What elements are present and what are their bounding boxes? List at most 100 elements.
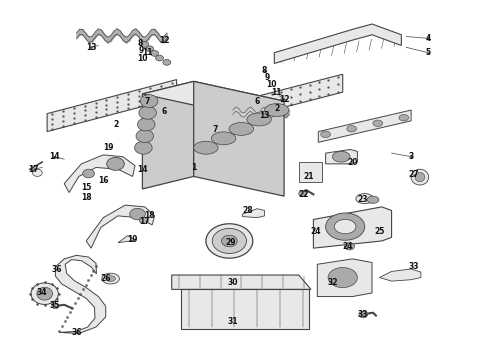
Polygon shape <box>47 80 176 132</box>
Ellipse shape <box>106 276 116 282</box>
Polygon shape <box>172 275 311 289</box>
Text: 7: 7 <box>145 96 150 105</box>
Text: 36: 36 <box>51 265 62 274</box>
Text: 15: 15 <box>81 183 92 192</box>
Text: 16: 16 <box>98 176 109 185</box>
Polygon shape <box>181 289 309 329</box>
Polygon shape <box>143 81 194 189</box>
Ellipse shape <box>415 172 425 182</box>
Text: 25: 25 <box>374 228 385 237</box>
Text: 12: 12 <box>159 36 170 45</box>
Ellipse shape <box>163 59 171 65</box>
Ellipse shape <box>135 141 152 154</box>
Ellipse shape <box>130 208 146 220</box>
Polygon shape <box>118 235 135 243</box>
Text: 12: 12 <box>279 95 289 104</box>
Ellipse shape <box>137 118 155 131</box>
Ellipse shape <box>332 151 350 162</box>
Text: 6: 6 <box>162 107 167 116</box>
Text: 33: 33 <box>408 262 419 271</box>
Ellipse shape <box>373 120 383 126</box>
Ellipse shape <box>206 224 253 258</box>
Text: 33: 33 <box>357 310 368 319</box>
Ellipse shape <box>136 130 153 143</box>
Text: 14: 14 <box>137 165 147 174</box>
Text: 11: 11 <box>142 48 152 57</box>
Text: 8: 8 <box>137 39 143 48</box>
Ellipse shape <box>156 55 163 61</box>
Polygon shape <box>274 24 401 63</box>
Text: 31: 31 <box>227 317 238 326</box>
Text: 9: 9 <box>138 46 144 55</box>
Text: 24: 24 <box>311 228 321 237</box>
Text: 32: 32 <box>328 278 338 287</box>
Ellipse shape <box>247 113 271 126</box>
Ellipse shape <box>211 132 236 145</box>
Text: 11: 11 <box>271 87 282 96</box>
Polygon shape <box>55 255 106 333</box>
Text: 28: 28 <box>242 206 253 215</box>
Ellipse shape <box>140 217 148 224</box>
Text: 4: 4 <box>426 34 431 43</box>
Ellipse shape <box>107 157 124 170</box>
Text: 13: 13 <box>86 43 97 52</box>
Ellipse shape <box>31 283 58 305</box>
Ellipse shape <box>321 131 331 138</box>
Ellipse shape <box>140 95 158 108</box>
Ellipse shape <box>265 104 289 117</box>
Text: 18: 18 <box>81 193 92 202</box>
Text: 7: 7 <box>213 125 219 134</box>
Polygon shape <box>326 149 357 164</box>
Text: 27: 27 <box>408 170 419 179</box>
Text: 19: 19 <box>103 143 114 152</box>
Ellipse shape <box>151 50 159 56</box>
Text: 17: 17 <box>28 165 39 174</box>
Text: 10: 10 <box>267 81 277 90</box>
Ellipse shape <box>359 311 368 318</box>
Text: 30: 30 <box>227 278 238 287</box>
Ellipse shape <box>299 191 307 197</box>
Text: 36: 36 <box>71 328 82 337</box>
Text: 34: 34 <box>37 288 48 297</box>
Text: 8: 8 <box>262 66 267 75</box>
Ellipse shape <box>194 141 218 154</box>
Polygon shape <box>379 269 421 281</box>
Polygon shape <box>194 81 284 196</box>
Polygon shape <box>143 81 284 114</box>
Text: 20: 20 <box>347 158 358 167</box>
Text: 9: 9 <box>265 73 270 82</box>
Text: 23: 23 <box>357 195 368 204</box>
Text: 2: 2 <box>113 120 118 129</box>
Polygon shape <box>318 259 372 297</box>
Ellipse shape <box>221 235 237 247</box>
Text: 14: 14 <box>49 152 60 161</box>
Ellipse shape <box>411 169 429 185</box>
Text: 13: 13 <box>259 111 270 120</box>
Ellipse shape <box>102 273 120 284</box>
Polygon shape <box>64 155 135 193</box>
Text: 29: 29 <box>225 238 236 247</box>
Text: 35: 35 <box>49 301 60 310</box>
Ellipse shape <box>399 114 409 121</box>
Ellipse shape <box>83 169 95 178</box>
Text: 3: 3 <box>409 152 414 161</box>
Text: 26: 26 <box>100 274 111 283</box>
Text: 21: 21 <box>303 172 314 181</box>
Polygon shape <box>211 74 343 126</box>
Ellipse shape <box>367 196 379 203</box>
Polygon shape <box>314 207 392 248</box>
Ellipse shape <box>229 122 253 135</box>
Ellipse shape <box>347 126 357 132</box>
Text: 24: 24 <box>343 242 353 251</box>
Text: 19: 19 <box>127 235 138 244</box>
Ellipse shape <box>52 304 59 309</box>
Bar <box>299 162 322 182</box>
Text: 5: 5 <box>426 48 431 57</box>
Text: 17: 17 <box>140 217 150 226</box>
Ellipse shape <box>32 169 42 176</box>
Text: 18: 18 <box>145 211 155 220</box>
Text: 10: 10 <box>138 54 148 63</box>
Ellipse shape <box>344 243 354 250</box>
Polygon shape <box>243 209 265 218</box>
Ellipse shape <box>146 46 154 51</box>
